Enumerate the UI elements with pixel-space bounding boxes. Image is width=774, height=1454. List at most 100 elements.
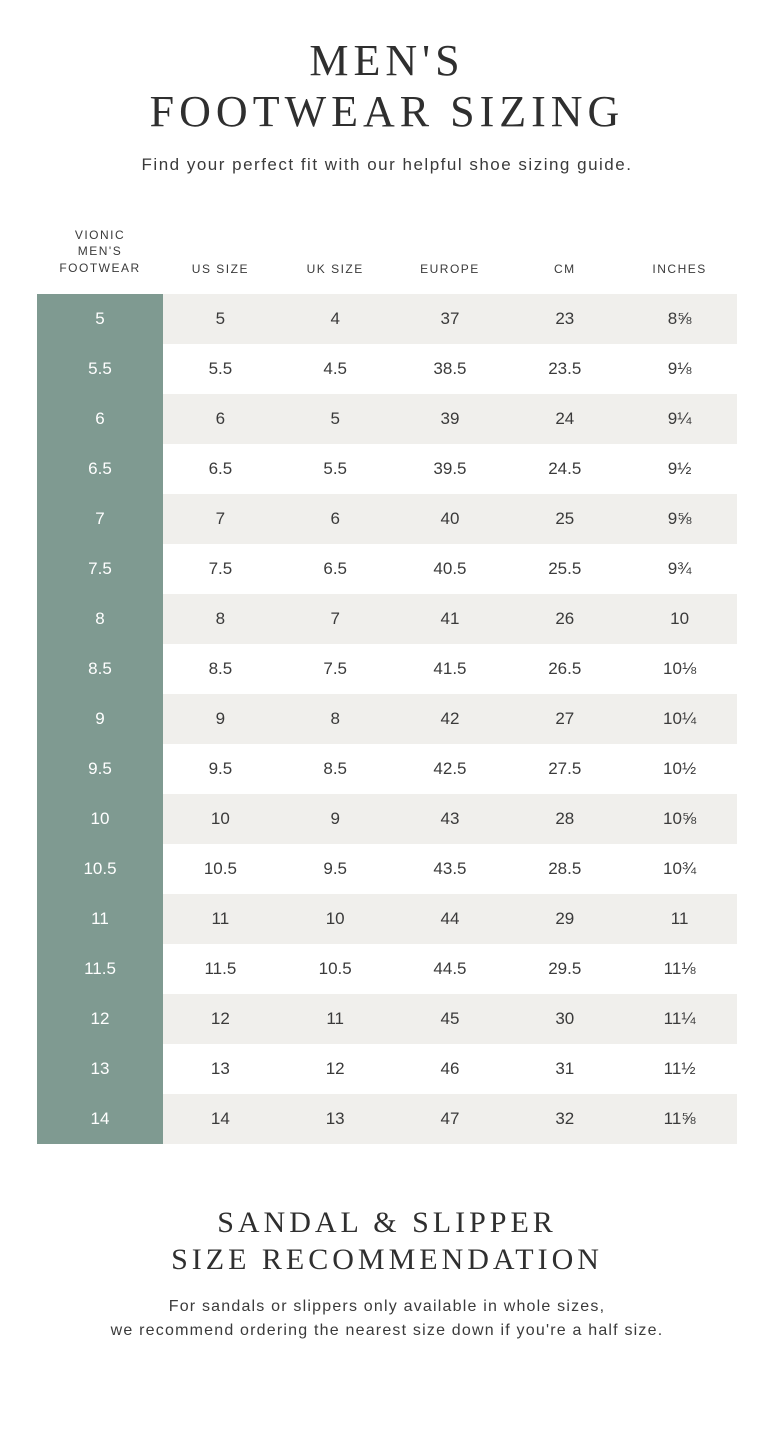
table-cell: 11 bbox=[37, 894, 163, 944]
table-cell: 10 bbox=[622, 594, 737, 644]
table-cell: 31 bbox=[507, 1044, 622, 1094]
table-cell: 9.5 bbox=[278, 844, 393, 894]
table-cell: 9.5 bbox=[37, 744, 163, 794]
table-cell: 47 bbox=[393, 1094, 508, 1144]
table-cell: 13 bbox=[163, 1044, 278, 1094]
table-cell: 24.5 bbox=[507, 444, 622, 494]
table-cell: 8 bbox=[37, 594, 163, 644]
recommendation-title: SANDAL & SLIPPER SIZE RECOMMENDATION bbox=[20, 1204, 754, 1279]
table-row: 141413473211⅝ bbox=[37, 1094, 737, 1144]
recommendation-body-line-2: we recommend ordering the nearest size d… bbox=[111, 1322, 664, 1339]
column-header: EUROPE bbox=[393, 215, 508, 294]
table-row: 7.57.56.540.525.59¾ bbox=[37, 544, 737, 594]
table-cell: 11½ bbox=[622, 1044, 737, 1094]
size-table-body: 55437238⅝5.55.54.538.523.59⅛66539249¼6.5… bbox=[37, 294, 737, 1144]
page-subtitle: Find your perfect fit with our helpful s… bbox=[20, 155, 754, 175]
table-cell: 11 bbox=[163, 894, 278, 944]
table-cell: 25 bbox=[507, 494, 622, 544]
table-cell: 23 bbox=[507, 294, 622, 344]
recommendation-title-line-1: SANDAL & SLIPPER bbox=[217, 1206, 557, 1239]
table-cell: 28 bbox=[507, 794, 622, 844]
column-header: US SIZE bbox=[163, 215, 278, 294]
table-cell: 5.5 bbox=[163, 344, 278, 394]
table-cell: 9 bbox=[37, 694, 163, 744]
table-cell: 10.5 bbox=[37, 844, 163, 894]
table-cell: 26.5 bbox=[507, 644, 622, 694]
table-cell: 29.5 bbox=[507, 944, 622, 994]
table-cell: 39.5 bbox=[393, 444, 508, 494]
table-cell: 28.5 bbox=[507, 844, 622, 894]
table-cell: 6 bbox=[163, 394, 278, 444]
table-cell: 10¼ bbox=[622, 694, 737, 744]
table-cell: 6 bbox=[37, 394, 163, 444]
table-cell: 10 bbox=[163, 794, 278, 844]
column-header: VIONICMEN'SFOOTWEAR bbox=[37, 215, 163, 294]
table-row: 6.56.55.539.524.59½ bbox=[37, 444, 737, 494]
table-cell: 9½ bbox=[622, 444, 737, 494]
table-row: 11.511.510.544.529.511⅛ bbox=[37, 944, 737, 994]
table-cell: 8.5 bbox=[278, 744, 393, 794]
table-cell: 9¾ bbox=[622, 544, 737, 594]
table-cell: 8.5 bbox=[37, 644, 163, 694]
column-header: UK SIZE bbox=[278, 215, 393, 294]
table-cell: 13 bbox=[278, 1094, 393, 1144]
table-cell: 25.5 bbox=[507, 544, 622, 594]
table-cell: 14 bbox=[163, 1094, 278, 1144]
size-table-head: VIONICMEN'SFOOTWEARUS SIZEUK SIZEEUROPEC… bbox=[37, 215, 737, 294]
table-cell: 26 bbox=[507, 594, 622, 644]
page-title: MEN'S FOOTWEAR SIZING bbox=[20, 36, 754, 137]
table-cell: 6.5 bbox=[278, 544, 393, 594]
size-table-container: VIONICMEN'SFOOTWEARUS SIZEUK SIZEEUROPEC… bbox=[37, 215, 737, 1144]
table-cell: 10⅛ bbox=[622, 644, 737, 694]
table-cell: 5 bbox=[163, 294, 278, 344]
table-cell: 7.5 bbox=[278, 644, 393, 694]
table-cell: 9 bbox=[278, 794, 393, 844]
table-cell: 9⅝ bbox=[622, 494, 737, 544]
sizing-guide-page: MEN'S FOOTWEAR SIZING Find your perfect … bbox=[0, 0, 774, 1383]
table-cell: 29 bbox=[507, 894, 622, 944]
table-cell: 4 bbox=[278, 294, 393, 344]
table-cell: 7 bbox=[37, 494, 163, 544]
table-cell: 27 bbox=[507, 694, 622, 744]
table-cell: 9 bbox=[163, 694, 278, 744]
table-cell: 10⅝ bbox=[622, 794, 737, 844]
table-cell: 41.5 bbox=[393, 644, 508, 694]
title-line-2: FOOTWEAR SIZING bbox=[150, 87, 625, 136]
table-cell: 7.5 bbox=[37, 544, 163, 594]
table-cell: 7 bbox=[163, 494, 278, 544]
table-cell: 38.5 bbox=[393, 344, 508, 394]
table-cell: 10¾ bbox=[622, 844, 737, 894]
table-cell: 8 bbox=[278, 694, 393, 744]
table-cell: 13 bbox=[37, 1044, 163, 1094]
table-row: 10109432810⅝ bbox=[37, 794, 737, 844]
table-cell: 12 bbox=[278, 1044, 393, 1094]
table-cell: 46 bbox=[393, 1044, 508, 1094]
table-cell: 40 bbox=[393, 494, 508, 544]
table-cell: 44 bbox=[393, 894, 508, 944]
table-cell: 27.5 bbox=[507, 744, 622, 794]
table-cell: 10.5 bbox=[163, 844, 278, 894]
table-cell: 10½ bbox=[622, 744, 737, 794]
table-cell: 5 bbox=[37, 294, 163, 344]
table-cell: 9¼ bbox=[622, 394, 737, 444]
recommendation-body-line-1: For sandals or slippers only available i… bbox=[169, 1298, 606, 1315]
table-cell: 8 bbox=[163, 594, 278, 644]
size-table-header-row: VIONICMEN'SFOOTWEARUS SIZEUK SIZEEUROPEC… bbox=[37, 215, 737, 294]
table-cell: 43 bbox=[393, 794, 508, 844]
table-cell: 12 bbox=[163, 994, 278, 1044]
table-row: 66539249¼ bbox=[37, 394, 737, 444]
table-cell: 5.5 bbox=[278, 444, 393, 494]
table-row: 5.55.54.538.523.59⅛ bbox=[37, 344, 737, 394]
column-header: INCHES bbox=[622, 215, 737, 294]
table-cell: 6.5 bbox=[163, 444, 278, 494]
table-cell: 10 bbox=[37, 794, 163, 844]
column-header: CM bbox=[507, 215, 622, 294]
table-cell: 10.5 bbox=[278, 944, 393, 994]
table-cell: 12 bbox=[37, 994, 163, 1044]
table-cell: 44.5 bbox=[393, 944, 508, 994]
table-cell: 11¼ bbox=[622, 994, 737, 1044]
table-cell: 9⅛ bbox=[622, 344, 737, 394]
table-cell: 45 bbox=[393, 994, 508, 1044]
table-cell: 23.5 bbox=[507, 344, 622, 394]
table-row: 998422710¼ bbox=[37, 694, 737, 744]
